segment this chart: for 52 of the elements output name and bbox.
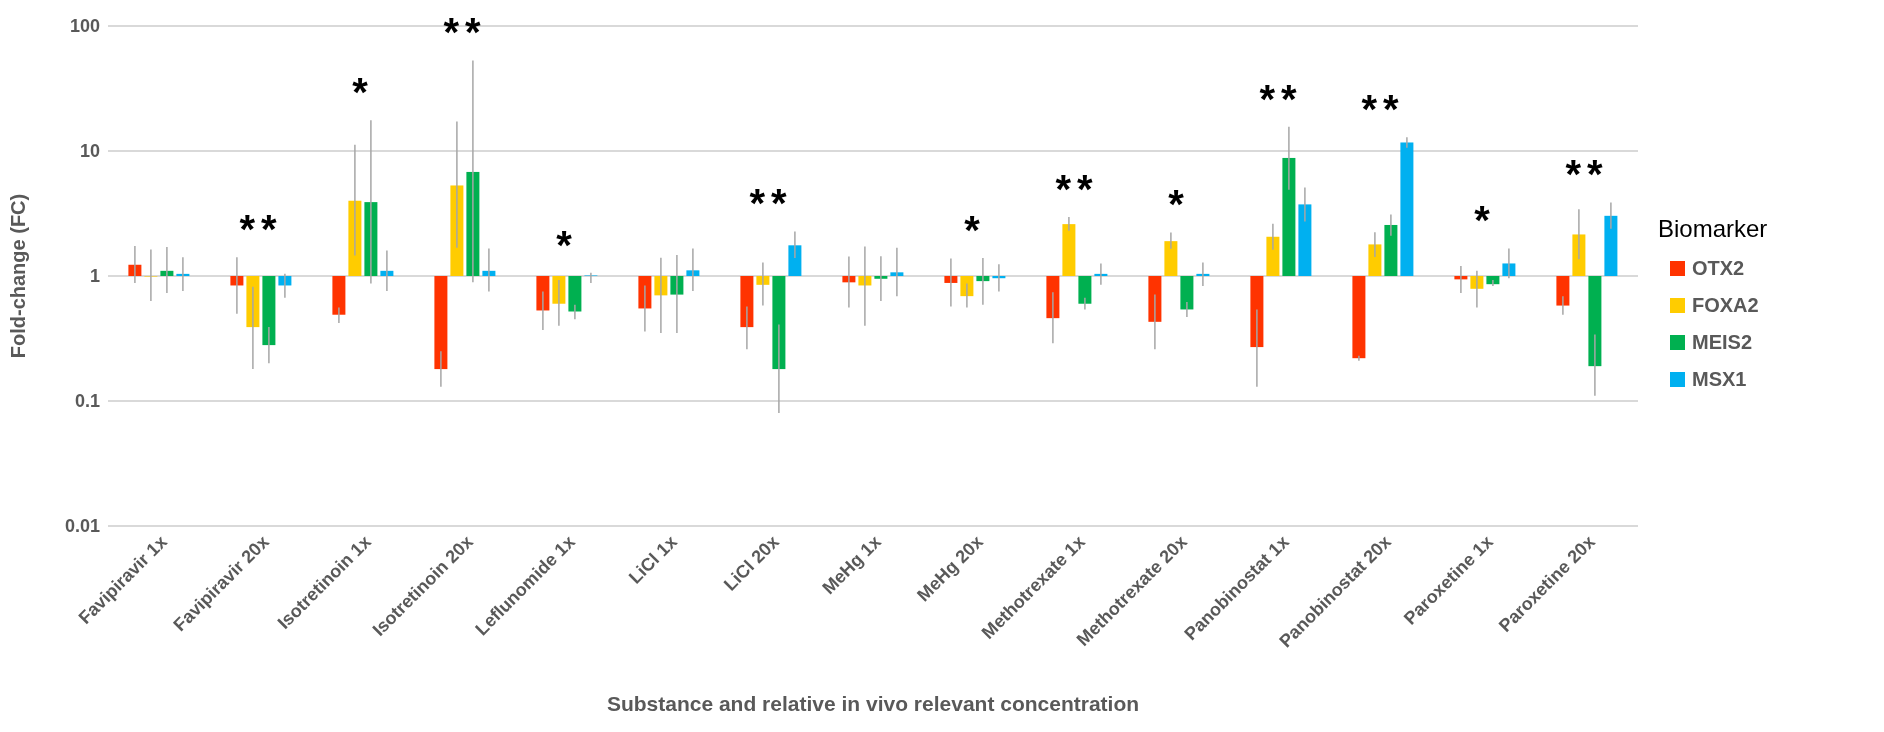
bar bbox=[1250, 276, 1264, 348]
bar bbox=[1164, 241, 1178, 276]
bar bbox=[1062, 224, 1076, 276]
legend-label: FOXA2 bbox=[1692, 294, 1759, 317]
bar bbox=[1486, 276, 1500, 285]
legend-label: MSX1 bbox=[1692, 368, 1747, 391]
bar bbox=[1352, 276, 1366, 359]
bar bbox=[1148, 276, 1162, 322]
bar bbox=[1400, 142, 1414, 276]
bar bbox=[262, 276, 276, 346]
bar bbox=[788, 245, 802, 276]
annotation: * bbox=[1168, 182, 1190, 227]
y-tick-label: 100 bbox=[69, 16, 100, 37]
annotation: ** bbox=[1565, 152, 1609, 197]
annotation: ** bbox=[1361, 87, 1405, 132]
y-tick-label: 0.01 bbox=[64, 516, 100, 537]
bar bbox=[960, 276, 974, 297]
bar bbox=[1588, 276, 1602, 367]
bar bbox=[1604, 215, 1618, 276]
x-axis-title: Substance and relative in vivo relevant concentration bbox=[606, 691, 1140, 715]
bar bbox=[332, 276, 346, 315]
annotation: ** bbox=[1259, 76, 1303, 121]
bar bbox=[1384, 224, 1398, 276]
annotation: * bbox=[556, 222, 578, 267]
bar bbox=[1556, 276, 1570, 306]
bar bbox=[740, 276, 754, 328]
bar bbox=[1046, 276, 1060, 319]
annotation: ** bbox=[1055, 166, 1099, 211]
annotation: ** bbox=[239, 207, 283, 252]
annotation: * bbox=[1474, 198, 1496, 243]
y-tick-label: 10 bbox=[79, 141, 100, 162]
annotation: * bbox=[352, 70, 374, 115]
bar bbox=[434, 276, 448, 370]
bar bbox=[1180, 276, 1194, 310]
bar bbox=[1282, 157, 1296, 276]
bar bbox=[536, 276, 550, 311]
bar bbox=[1298, 204, 1312, 276]
bar bbox=[1078, 276, 1092, 304]
y-tick-label: 1 bbox=[89, 266, 100, 287]
annotation: ** bbox=[749, 181, 793, 226]
annotation: * bbox=[964, 208, 986, 253]
bar bbox=[772, 276, 786, 370]
y-axis-title: Fold-change (FC) bbox=[7, 193, 30, 359]
legend-label: MEIS2 bbox=[1692, 331, 1753, 354]
legend-title: Biomarker bbox=[1658, 215, 1768, 243]
annotation: ** bbox=[443, 10, 487, 55]
bar bbox=[568, 276, 582, 312]
bar bbox=[1368, 244, 1382, 276]
legend-label: OTX2 bbox=[1692, 257, 1745, 280]
bar bbox=[1572, 234, 1586, 276]
bar bbox=[1266, 236, 1280, 276]
y-tick-label: 0.1 bbox=[74, 391, 100, 412]
